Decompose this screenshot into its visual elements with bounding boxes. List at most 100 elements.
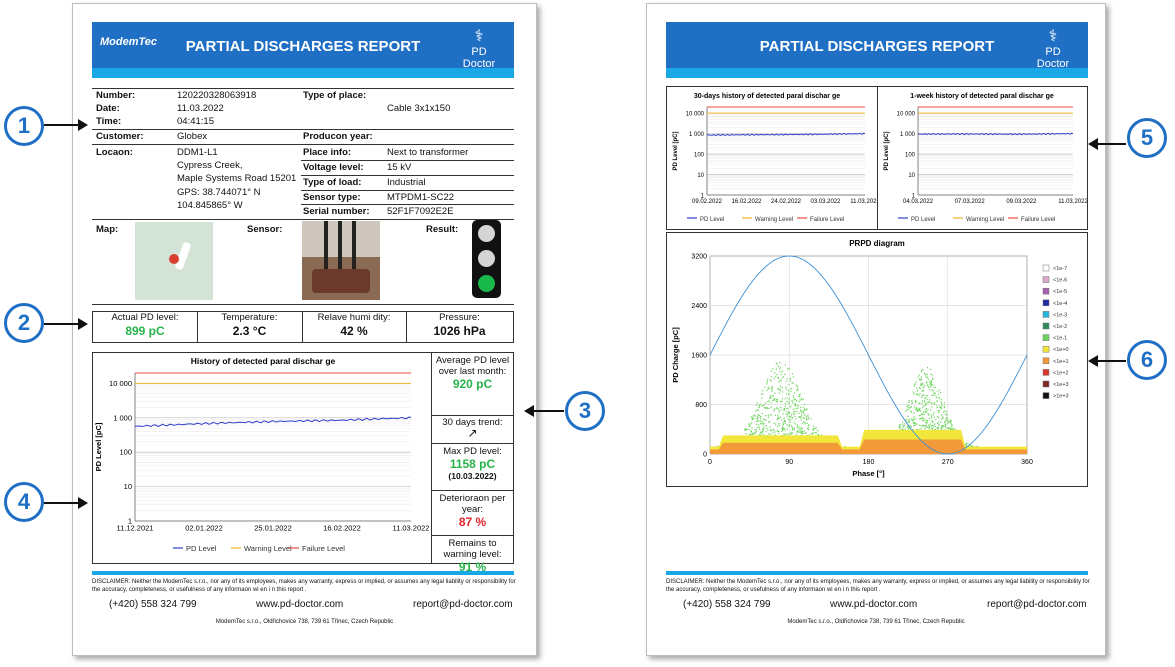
chart-title: 30-days history of detected paral discha… xyxy=(694,93,840,100)
y-tick-label: 100 xyxy=(694,153,705,159)
x-tick-label: 25.01.2022 xyxy=(254,524,292,533)
prpd-point xyxy=(763,422,765,424)
legend-label: <1e+1 xyxy=(1053,359,1069,365)
legend-swatch xyxy=(1042,380,1050,388)
prpd-point xyxy=(763,404,765,406)
prpd-point xyxy=(932,421,934,423)
prpd-point xyxy=(749,423,751,425)
prpd-point xyxy=(940,428,943,430)
prpd-point xyxy=(777,432,780,435)
prpd-point xyxy=(941,404,943,407)
legend-label: <1e-2 xyxy=(1053,324,1067,330)
prpd-point xyxy=(946,417,948,419)
prpd-point xyxy=(917,376,919,378)
prpd-point xyxy=(787,412,789,415)
prpd-point xyxy=(936,427,938,429)
footer-email-link[interactable]: report@pd-doctor.com xyxy=(987,599,1087,610)
prpd-point xyxy=(773,422,775,424)
prpd-point xyxy=(762,404,764,406)
prpd-point xyxy=(921,417,923,419)
prpd-point xyxy=(776,374,778,376)
prpd-point xyxy=(939,397,941,399)
prpd-point xyxy=(811,433,814,435)
prpd-point xyxy=(807,414,809,416)
prpd-point xyxy=(744,429,746,431)
prpd-point xyxy=(764,386,766,388)
prpd-point xyxy=(919,393,921,395)
y-tick-label: 10 xyxy=(908,173,915,179)
prpd-point xyxy=(914,422,916,424)
prpd-point xyxy=(785,388,787,390)
prpd-point xyxy=(801,434,803,436)
traffic-light-green xyxy=(478,275,495,292)
prpd-point xyxy=(913,416,915,418)
legend-label: <1e-5 xyxy=(1053,289,1067,295)
y-tick-label: 1 000 xyxy=(113,413,132,422)
prpd-point xyxy=(781,398,783,400)
footer-email-link[interactable]: report@pd-doctor.com xyxy=(413,599,513,610)
prpd-point xyxy=(753,414,755,416)
prpd-point xyxy=(901,423,903,425)
time-label: Time: xyxy=(96,116,122,127)
prpd-point xyxy=(913,406,915,408)
prpd-point xyxy=(768,388,770,390)
footer-website-link[interactable]: www.pd-doctor.com xyxy=(830,599,918,610)
prpd-point xyxy=(806,408,808,410)
prpd-point xyxy=(783,409,785,411)
type-of-place-label: Type of place: xyxy=(303,90,367,101)
prpd-point xyxy=(766,427,768,430)
history-charts-box: 30-days history of detected paral discha… xyxy=(666,86,1088,230)
prpd-point xyxy=(918,395,920,397)
prpd-point xyxy=(802,417,804,419)
reference-sine xyxy=(709,255,1028,455)
prpd-point xyxy=(925,420,927,422)
prpd-point xyxy=(919,407,921,409)
prpd-point xyxy=(952,428,955,430)
prpd-point xyxy=(807,426,809,429)
prpd-point xyxy=(808,434,811,436)
prpd-point xyxy=(780,409,782,411)
prpd-point xyxy=(782,391,784,393)
prpd-point xyxy=(793,428,795,431)
legend-label: <1e-7 xyxy=(1053,266,1067,272)
prpd-point xyxy=(789,377,792,380)
prpd-point xyxy=(950,421,952,423)
prpd-point xyxy=(779,390,781,392)
pd-level-line xyxy=(134,416,412,428)
prpd-point xyxy=(793,413,795,415)
prpd-point xyxy=(914,424,916,426)
prpd-point xyxy=(760,420,762,422)
prpd-point xyxy=(911,419,913,421)
prpd-point xyxy=(788,401,791,403)
prpd-point xyxy=(776,363,778,365)
prpd-point xyxy=(791,425,793,427)
prpd-point xyxy=(801,430,804,432)
legend-swatch xyxy=(1042,299,1050,307)
prpd-point xyxy=(931,427,933,429)
footer-website-link[interactable]: www.pd-doctor.com xyxy=(256,599,344,610)
prpd-point xyxy=(925,426,927,428)
prpd-point xyxy=(780,379,782,381)
prpd-point xyxy=(794,398,797,401)
history-box: History of detected paral dischar ge 1 10 1… xyxy=(92,352,514,574)
prpd-point xyxy=(937,416,939,418)
traffic-light xyxy=(472,220,501,298)
prpd-point xyxy=(946,420,948,422)
prpd-point xyxy=(929,382,931,384)
prpd-point xyxy=(788,393,790,396)
prpd-point xyxy=(929,399,931,401)
remains-block: Remains to warning level: 91 % xyxy=(443,538,502,574)
prpd-point xyxy=(786,414,789,416)
prpd-point xyxy=(929,368,932,370)
prpd-point xyxy=(783,417,785,419)
prpd-point xyxy=(938,393,940,395)
prpd-point xyxy=(931,421,933,423)
prpd-point xyxy=(779,368,781,370)
prpd-point xyxy=(777,388,779,390)
prpd-point xyxy=(776,407,778,409)
prpd-point xyxy=(918,428,920,431)
prpd-point xyxy=(899,424,901,426)
prpd-point xyxy=(908,406,910,409)
prpd-point xyxy=(925,408,927,410)
prpd-point xyxy=(915,407,917,410)
